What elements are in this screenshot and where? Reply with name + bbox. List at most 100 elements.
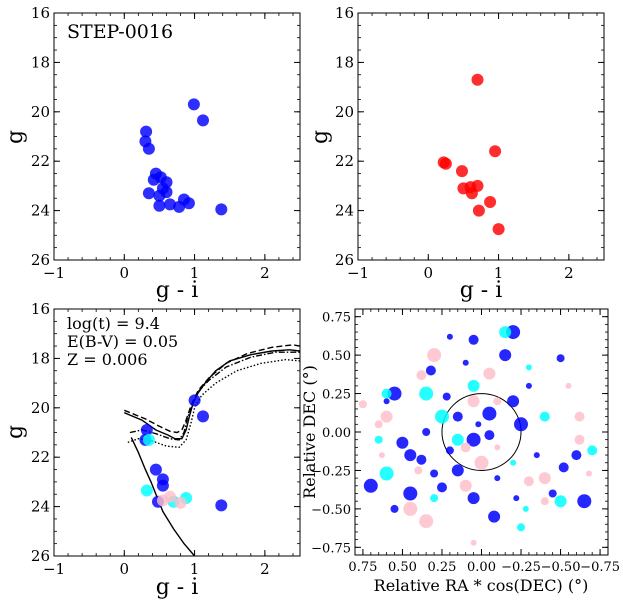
bottom-right-data-point [419, 514, 434, 529]
bottom-right-data-point [374, 435, 383, 444]
top-left-data-point [215, 203, 228, 216]
panel-bottom-right-frame [354, 308, 609, 556]
xlabel-top-left: g - i [156, 278, 199, 303]
top-left-data-point [153, 199, 166, 212]
bottom-right-data-point [380, 410, 393, 423]
bottom-right-data-point [404, 449, 417, 462]
bottom-right-data-point [522, 505, 529, 512]
bottom-left-xtick-label: 0 [120, 560, 130, 578]
top-right-xtick-label: 2 [564, 264, 574, 282]
bottom-right-data-point [374, 420, 383, 429]
bottom-right-ytick-label: −0.25 [311, 464, 351, 479]
bottom-left-xtick-label: 2 [260, 560, 270, 578]
bottom-right-data-point [574, 434, 585, 445]
top-left-ytick-label: 16 [31, 4, 50, 22]
bottom-right-data-point [383, 398, 390, 405]
isochrone-solid [124, 349, 301, 440]
bottom-right-xtick-label: 0.25 [427, 560, 456, 575]
bottom-right-data-point [446, 333, 453, 340]
bottom-right-data-point [379, 466, 394, 481]
bottom-left-data-point [140, 484, 153, 497]
bottom-right-data-point [474, 455, 489, 470]
top-left-ytick-label: 26 [31, 251, 50, 269]
bottom-right-data-point [430, 494, 439, 503]
top-right-ytick-label: 22 [335, 152, 354, 170]
top-right-data-point [439, 157, 452, 170]
bottom-right-data-point [459, 479, 472, 492]
bottom-right-data-point [565, 382, 572, 389]
bottom-right-ytick-label: 0.75 [322, 311, 351, 326]
top-left-ytick-label: 24 [31, 202, 50, 220]
top-left-ytick-label: 20 [31, 103, 50, 121]
bottom-right-data-point [435, 409, 449, 424]
bottom-right-data-point [548, 489, 557, 498]
top-right-ytick-label: 16 [335, 4, 354, 22]
bottom-right-data-point [482, 406, 497, 421]
bottom-right-data-point [517, 523, 525, 532]
top-right-data-point [456, 165, 468, 178]
bottom-right-data-point [390, 504, 399, 513]
bottom-right-data-point [425, 365, 436, 376]
top-right-xtick-label: 1 [494, 264, 504, 282]
cluster-radius-circle [441, 393, 522, 471]
bottom-right-data-point [396, 436, 409, 449]
top-left-xtick-label: 1 [190, 264, 200, 282]
bottom-right-data-point [494, 444, 501, 451]
top-right-ytick-label: 20 [335, 103, 354, 121]
ylabel-bottom-left: g [3, 425, 28, 439]
bottom-left-data-point [142, 433, 155, 446]
bottom-right-data-point [387, 386, 402, 401]
bottom-right-data-point [493, 397, 502, 406]
panel-top-right-frame [357, 12, 605, 261]
bottom-right-data-point [403, 486, 418, 501]
top-left-data-point [164, 198, 176, 211]
bottom-right-data-point [499, 349, 512, 362]
bottom-right-data-point [403, 501, 418, 516]
bottom-right-data-point [499, 326, 512, 339]
bottom-right-data-point [460, 442, 471, 453]
bottom-left-data-point [188, 394, 201, 407]
bottom-right-data-point [363, 478, 378, 493]
bottom-right-data-point [554, 495, 567, 508]
bottom-right-data-point [475, 421, 482, 428]
annotation-logt: log(t) = 9.4 [67, 314, 160, 333]
bottom-right-data-point [466, 432, 481, 447]
bottom-left-xtick-label: −1 [43, 560, 65, 578]
bottom-right-data-point [556, 354, 565, 363]
bottom-right-data-point [445, 446, 454, 455]
top-right-data-point [492, 223, 505, 236]
bottom-right-xtick-label: 0.50 [388, 560, 417, 575]
bottom-right-ytick-label: 0.50 [322, 349, 351, 364]
top-right-data-point [471, 73, 484, 86]
bottom-right-data-point [514, 417, 528, 432]
bottom-right-data-point [586, 470, 592, 477]
top-right-xtick-label: 0 [424, 264, 434, 282]
bottom-right-data-point [513, 495, 520, 502]
bottom-right-data-point [574, 411, 585, 422]
bottom-right-data-point [381, 388, 392, 399]
bottom-right-data-point [525, 382, 532, 389]
bottom-left-ytick-label: 22 [31, 448, 50, 466]
isochrone-dashed [124, 344, 301, 434]
bottom-right-xtick-label: −0.50 [541, 560, 581, 575]
top-left-data-point [182, 197, 195, 210]
ylabel-top-right: g [308, 130, 333, 144]
bottom-left-xtick-label: 1 [190, 560, 200, 578]
bottom-right-data-point [422, 428, 431, 436]
bottom-right-xtick-label: −0.25 [501, 560, 541, 575]
bottom-right-data-point [430, 469, 439, 478]
bottom-right-ytick-label: 0.25 [322, 388, 351, 403]
top-left-data-point [140, 125, 153, 138]
xlabel-bottom-right: Relative RA * cos(DEC) (°) [374, 576, 589, 595]
top-left-xtick-label: 0 [120, 264, 130, 282]
bottom-right-ytick-label: −0.75 [311, 541, 351, 556]
top-left-ytick-label: 18 [31, 53, 50, 71]
annotation-ebv: E(B-V) = 0.05 [67, 332, 178, 351]
bottom-right-ytick-label: 0.00 [322, 426, 351, 441]
bottom-right-data-point [414, 466, 423, 475]
bottom-right-data-point [571, 450, 582, 461]
bottom-right-data-point [488, 510, 501, 523]
top-right-data-point [489, 145, 502, 158]
bottom-left-ytick-label: 16 [31, 300, 50, 318]
